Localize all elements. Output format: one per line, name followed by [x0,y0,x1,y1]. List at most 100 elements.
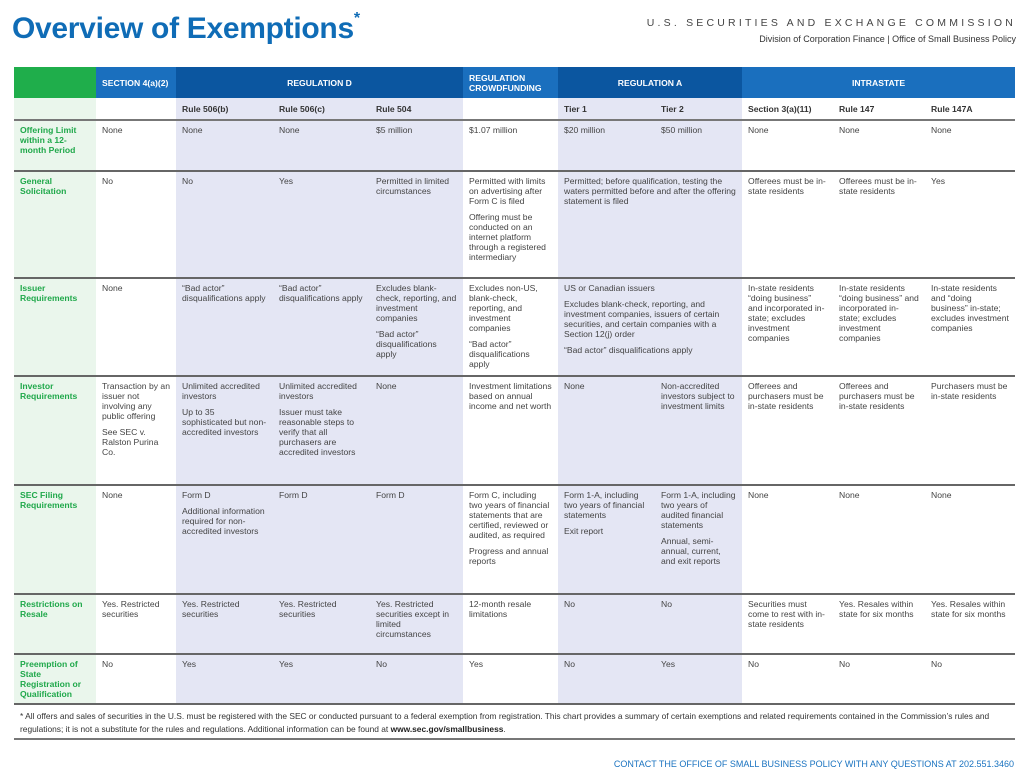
cell-paragraph: Offerees must be in-state residents [748,176,826,196]
table-cell: Excludes blank-check, reporting, and inv… [370,278,463,377]
cell-paragraph: In-state residents “doing business” and … [839,283,919,343]
column-header: Rule 504 [370,98,463,121]
cell-paragraph: See SEC v. Ralston Purina Co. [102,427,159,457]
exemptions-table: SECTION 4(a)(2) REGULATION D REGULATION CR… [14,67,1016,705]
table-cell: Unlimited accredited investors Up to 35 s… [176,376,273,486]
cell-paragraph: “Bad actor” disqualifications apply [564,345,693,355]
cell-paragraph: None [748,125,769,135]
cell-paragraph: Yes. Resales within state for six months [931,599,1006,619]
table-cell: None [742,120,834,172]
cell-paragraph: Non-accredited investors subject to inve… [661,381,735,411]
table-row: Preemption of State Registration or Qual… [14,654,1016,705]
table-cell: Offerees and purchasers must be in-state… [833,376,926,486]
table-cell: $1.07 million [463,120,558,172]
table-cell: None [273,120,370,172]
table-cell: $5 million [370,120,463,172]
table-cell: US or Canadian issuers Excludes blank-che… [558,278,743,377]
cell-paragraph: “Bad actor” disqualifications apply [376,329,437,359]
table-cell: Yes [273,171,370,279]
cell-paragraph: Excludes non-US, blank-check, reporting,… [469,283,538,333]
cell-paragraph: Yes. Restricted securities [279,599,337,619]
cell-paragraph: Investment limitations based on annual i… [469,381,552,411]
row-label: Issuer Requirements [14,278,96,377]
table-cell: Non-accredited investors subject to inve… [655,376,743,486]
table-cell: In-state residents “doing business” and … [742,278,834,377]
cell-paragraph: None [376,381,397,391]
cell-paragraph: Form D [376,490,405,500]
table-cell: No [176,171,273,279]
table-cell: None [925,485,1016,595]
cell-paragraph: In-state residents “doing business” and … [748,283,825,343]
cell-paragraph: Offerees and purchasers must be in-state… [748,381,824,411]
table-cell: Form C, including two years of financial… [463,485,558,595]
cell-paragraph: No [376,659,387,669]
table-cell: Permitted with limits on advertising aft… [463,171,558,279]
cell-paragraph: None [102,283,123,293]
table-cell: None [96,120,176,172]
cell-paragraph: Up to 35 sophisticated but non-accredite… [182,407,267,437]
table-cell: Yes [176,654,273,705]
cell-paragraph: Offering must be conducted on an interne… [469,212,546,262]
table-cell: Excludes non-US, blank-check, reporting,… [463,278,558,377]
table-cell: Securities must come to rest with in-sta… [742,594,834,655]
footnote-text: * All offers and sales of securities in … [20,711,990,734]
cell-paragraph: $20 million [564,125,606,135]
cell-paragraph: Unlimited accredited investors [182,381,260,401]
cell-paragraph: Issuer must take reasonable steps to ver… [279,407,356,457]
table-cell: “Bad actor” disqualifications apply [273,278,370,377]
table-cell: No [925,654,1016,705]
table-cell: Yes. Resales within state for six months [925,594,1016,655]
cell-paragraph: None [279,125,300,135]
cell-paragraph: Form D [279,490,308,500]
table-cell: None [96,278,176,377]
cell-paragraph: Permitted with limits on advertising aft… [469,176,546,206]
cell-paragraph: None [102,490,123,500]
table-row: Investor Requirements Transaction by an i… [14,376,1016,486]
cell-paragraph: Yes. Restricted securities [182,599,240,619]
group-header: REGULATION CROWDFUNDING [463,67,558,98]
cell-paragraph: $1.07 million [469,125,518,135]
cell-paragraph: Transaction by an issuer not involving a… [102,381,170,421]
table-cell: No [96,171,176,279]
group-header [14,67,96,98]
cell-paragraph: Yes. Resales within state for six months [839,599,914,619]
row-label: Offering Limit within a 12-month Period [14,120,96,172]
cell-paragraph: Additional information required for non-… [182,506,265,536]
table-cell: Yes [273,654,370,705]
cell-paragraph: None [564,381,585,391]
table-cell: No [655,594,743,655]
table-cell: “Bad actor” disqualifications apply [176,278,273,377]
cell-paragraph: Excludes blank-check, reporting, and inv… [564,299,720,339]
group-header: SECTION 4(a)(2) [96,67,176,98]
table-cell: Yes [655,654,743,705]
cell-paragraph: In-state residents and “doing business” … [931,283,1009,333]
cell-paragraph: Form D [182,490,211,500]
table-cell: Yes [925,171,1016,279]
column-header [14,98,96,121]
title-text: Overview of Exemptions [12,12,354,45]
footnote-end: . [503,723,506,734]
table-cell: Permitted in limited circumstances [370,171,463,279]
cell-paragraph: Permitted; before qualification, testing… [564,176,736,206]
row-label: Restrictions on Resale [14,594,96,655]
table-cell: $50 million [655,120,743,172]
cell-paragraph: Yes. Restricted securities [102,599,160,619]
table-cell: None [742,485,834,595]
cell-paragraph: Form C, including two years of financial… [469,490,550,540]
group-header-row: SECTION 4(a)(2) REGULATION D REGULATION CR… [14,67,1016,98]
table-cell: Yes. Resales within state for six months [833,594,926,655]
cell-paragraph: None [748,490,769,500]
contact-line: CONTACT THE OFFICE OF SMALL BUSINESS POL… [613,759,1014,769]
table-cell: None [833,120,926,172]
table-cell: Yes [463,654,558,705]
table-cell: No [558,654,655,705]
footnote: * All offers and sales of securities in … [20,710,1010,735]
table-cell: No [370,654,463,705]
column-header: Section 3(a)(11) [742,98,834,121]
column-header: Rule 147 [833,98,926,121]
table-row: Issuer Requirements None “Bad actor” disqu… [14,278,1016,377]
footnote-link[interactable]: www.sec.gov/smallbusiness [390,723,504,734]
agency-name: U.S. SECURITIES AND EXCHANGE COMMISSION [646,17,1016,29]
cell-paragraph: No [839,659,851,669]
division-name: Division of Corporation Finance | Office… [759,34,1016,44]
